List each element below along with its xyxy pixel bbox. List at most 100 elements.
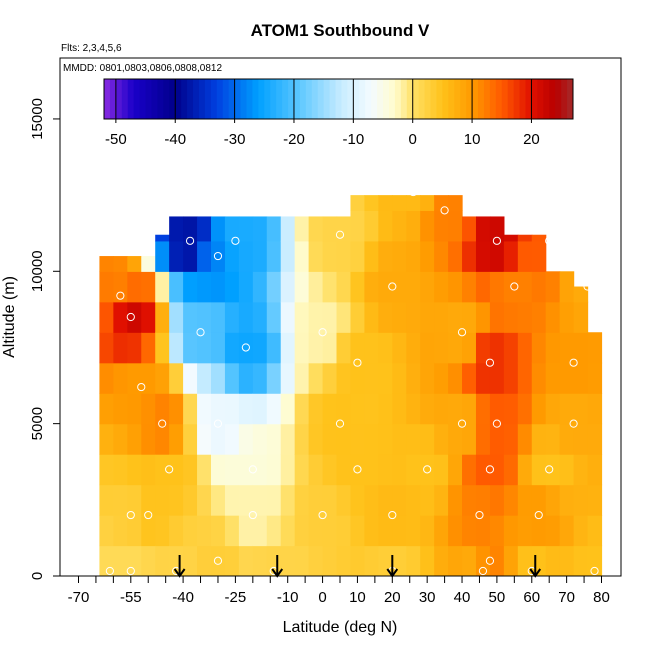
heatmap-cell <box>238 484 254 516</box>
heatmap-cell <box>238 240 254 272</box>
heatmap-cell <box>336 362 352 394</box>
colorbar-swatch <box>448 79 455 119</box>
heatmap-cell <box>462 545 477 576</box>
flight-arrow-head <box>173 568 186 578</box>
heatmap-cell <box>197 240 212 272</box>
observation-point <box>485 358 495 367</box>
heatmap-cell <box>266 515 282 547</box>
colorbar-swatch <box>181 79 188 119</box>
heatmap-cell <box>210 362 226 394</box>
colorbar-swatch <box>115 79 123 119</box>
observation-point <box>248 510 257 520</box>
heatmap-cell <box>364 454 379 486</box>
heatmap-cell <box>392 195 407 211</box>
observation-point <box>545 465 554 474</box>
observation-point <box>248 465 257 474</box>
heatmap-cell <box>350 195 366 211</box>
heatmap-cell <box>489 545 505 576</box>
heatmap-cell <box>475 332 491 364</box>
heatmap-cell <box>127 393 142 425</box>
heatmap-cell <box>294 301 310 333</box>
colorbar-swatch <box>234 79 242 119</box>
colorbar-swatch <box>377 79 384 119</box>
colorbar-swatch <box>442 79 449 119</box>
heatmap-cell <box>378 240 393 272</box>
heatmap-cell <box>364 210 379 242</box>
dates-annotation: MMDD: 0801,0803,0806,0808,0812 <box>63 63 222 74</box>
heatmap-cell <box>252 216 268 242</box>
heatmap-cell <box>406 301 421 333</box>
heatmap-cell <box>183 362 198 394</box>
colorbar-swatch <box>406 79 414 119</box>
heatmap-cell <box>420 484 435 516</box>
heatmap-cell <box>559 454 575 486</box>
observation-point <box>335 230 345 239</box>
heatmap-cell <box>406 195 421 211</box>
heatmap-cell <box>238 454 254 486</box>
colorbar-swatch <box>210 79 218 119</box>
heatmap-cell <box>224 301 240 333</box>
colorbar-swatch <box>121 79 129 119</box>
heatmap-cell <box>210 454 226 486</box>
heatmap-cell <box>99 271 114 303</box>
heatmap-cell <box>448 393 463 425</box>
y-tick-label: 10000 <box>29 250 46 292</box>
heatmap-cell <box>197 393 212 425</box>
observation-point <box>457 328 467 337</box>
heatmap-cell <box>183 216 198 242</box>
colorbar-swatch <box>299 79 307 119</box>
colorbar-tick-label: -50 <box>105 131 127 148</box>
observation-point <box>409 187 418 197</box>
heatmap-cell <box>545 362 561 394</box>
heatmap-cell <box>169 240 184 272</box>
heatmap-cell <box>294 271 310 303</box>
heatmap-cell <box>420 210 435 242</box>
heatmap-cell <box>545 545 561 576</box>
heatmap-cell <box>336 545 352 576</box>
x-tick-label: 80 <box>593 589 610 606</box>
heatmap-cell <box>517 301 533 333</box>
heatmap-cell <box>448 484 463 516</box>
heatmap-cell <box>350 332 366 364</box>
colorbar-tick-label: 20 <box>523 131 540 148</box>
heatmap-cell <box>127 362 142 394</box>
observation-point <box>492 419 501 428</box>
heatmap-cell <box>280 301 296 333</box>
heatmap-cell <box>280 332 296 364</box>
x-tick-label: -25 <box>225 589 247 606</box>
heatmap-cell <box>392 240 407 272</box>
heatmap-cell <box>308 423 324 455</box>
heatmap-cell <box>127 515 142 547</box>
heatmap-cell <box>406 362 421 394</box>
observation-point <box>569 358 578 367</box>
heatmap-cell <box>113 484 128 516</box>
heatmap-cell <box>406 240 421 272</box>
heatmap-cell <box>364 271 379 303</box>
colorbar-swatch <box>246 79 253 119</box>
heatmap-cell <box>448 195 463 211</box>
heatmap-cell <box>224 362 240 394</box>
colorbar-swatch <box>466 79 473 119</box>
heatmap-cell <box>308 332 324 364</box>
heatmap-cell <box>336 216 352 242</box>
colorbar-swatch <box>365 79 372 119</box>
colorbar-swatch <box>495 79 503 119</box>
heatmap-cell <box>350 484 366 516</box>
heatmap-cell <box>141 362 156 394</box>
observation-point <box>388 282 397 291</box>
heatmap-cell <box>238 515 254 547</box>
heatmap-cell <box>448 454 463 486</box>
heatmap-cell <box>350 454 366 486</box>
heatmap-cell <box>322 332 338 364</box>
heatmap-cell <box>238 545 254 576</box>
observation-point <box>213 556 223 565</box>
heatmap-cell <box>155 515 170 547</box>
heatmap-cell <box>99 362 114 394</box>
heatmap-cell <box>155 545 170 576</box>
heatmap-cell <box>475 301 491 333</box>
heatmap-cell <box>350 393 366 425</box>
heatmap-cell <box>420 454 435 486</box>
heatmap-cell <box>308 545 324 576</box>
heatmap-cell <box>573 286 589 303</box>
heatmap-cell <box>210 240 226 272</box>
